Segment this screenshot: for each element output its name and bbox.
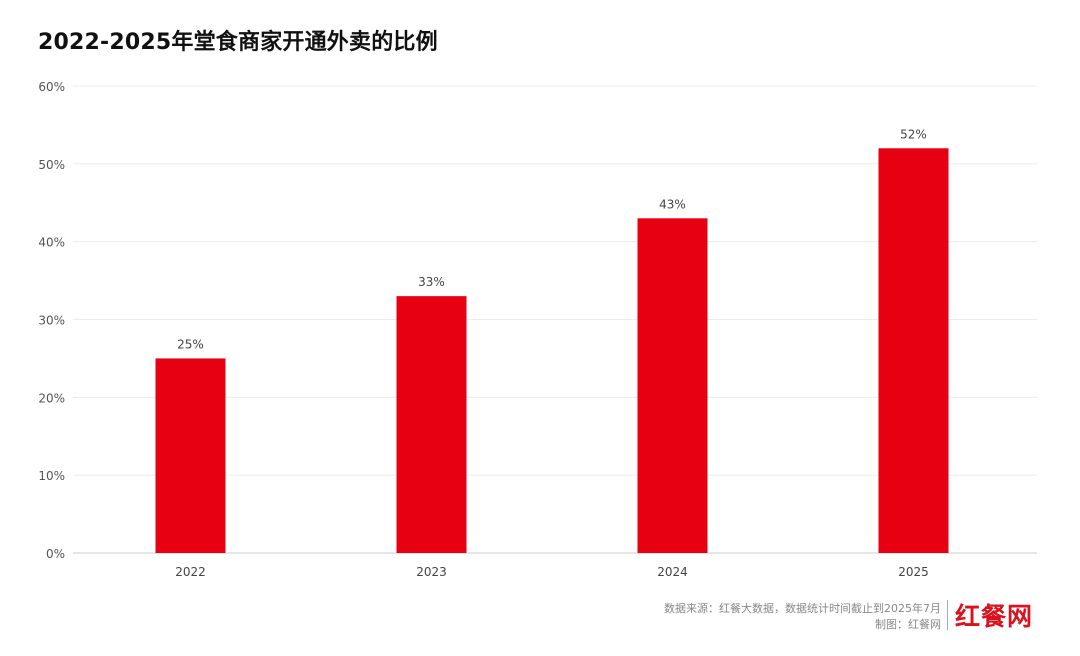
y-tick-label: 10% [38, 469, 65, 483]
data-label: 25% [177, 337, 204, 351]
y-tick-label: 50% [38, 158, 65, 172]
footer-divider [947, 600, 948, 630]
bar [878, 148, 949, 553]
y-tick-label: 0% [46, 547, 65, 561]
y-tick-label: 30% [38, 314, 65, 328]
bar [155, 358, 226, 553]
y-tick-label: 60% [38, 80, 65, 94]
chart-title: 2022-2025年堂食商家开通外卖的比例 [38, 30, 438, 55]
credit-text: 制图：红餐网 [875, 618, 941, 631]
x-tick-label: 2024 [657, 565, 688, 579]
brand-logo: 红餐网 [955, 602, 1034, 631]
data-label: 52% [900, 127, 927, 141]
bar [637, 218, 708, 554]
source-text: 数据来源：红餐大数据，数据统计时间截止到2025年7月 [664, 602, 941, 615]
x-tick-label: 2023 [416, 565, 447, 579]
y-tick-label: 40% [38, 236, 65, 250]
data-label: 33% [418, 275, 445, 289]
x-tick-label: 2025 [898, 565, 929, 579]
x-tick-label: 2022 [175, 565, 206, 579]
bar [396, 296, 467, 553]
data-label: 43% [659, 197, 686, 211]
footer-source: 数据来源：红餐大数据，数据统计时间截止到2025年7月 制图：红餐网 [664, 601, 941, 633]
y-tick-label: 20% [38, 391, 65, 405]
